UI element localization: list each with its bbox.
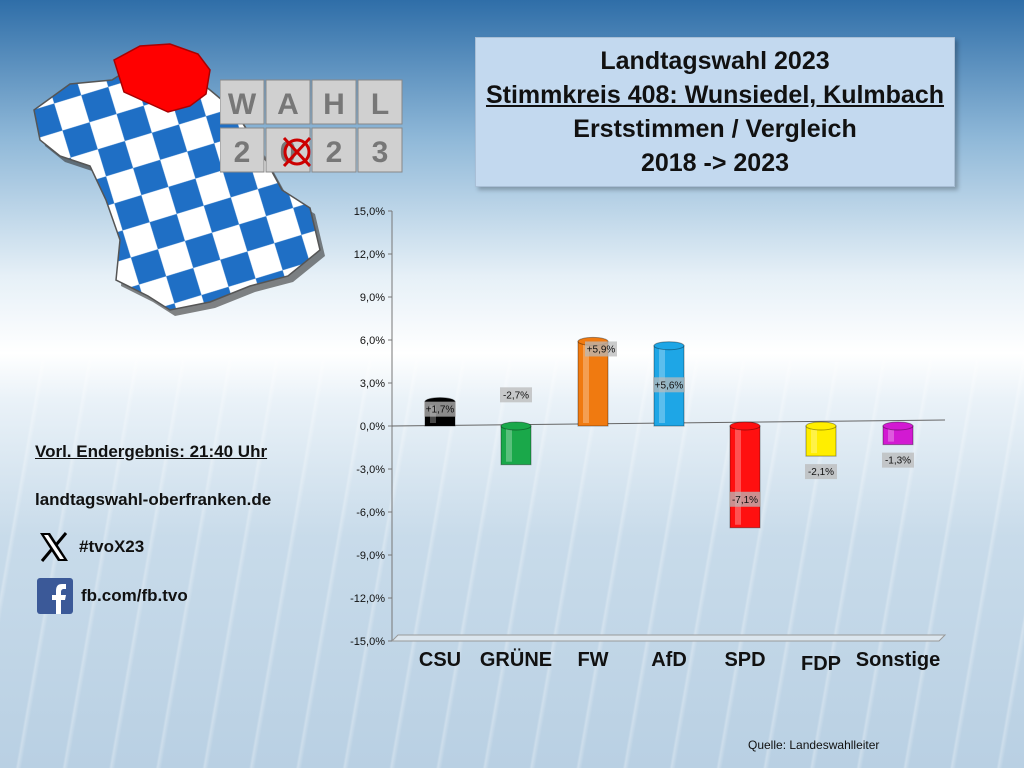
data-label-SPD: -7,1% [729, 491, 761, 507]
category-label: FDP [801, 653, 841, 675]
title-box: Landtagswahl 2023 Stimmkreis 408: Wunsie… [475, 37, 955, 187]
bar-cap [882, 421, 914, 431]
y-tick-label: 15,0% [354, 206, 385, 218]
logo-letter: H [323, 88, 345, 121]
bar-FDP [805, 421, 837, 457]
data-label-FW: +5,9% [585, 341, 617, 357]
bar-body [805, 425, 837, 457]
y-tick-label: -9,0% [356, 550, 385, 562]
title-line-2: Stimmkreis 408: Wunsiedel, Kulmbach [485, 81, 945, 109]
data-label-Sonstige: -1,3% [882, 452, 914, 468]
social-facebook[interactable]: fb.com/fb.tvo [37, 578, 188, 614]
bar-highlight [811, 429, 817, 454]
logo-block-3: L [357, 79, 403, 125]
bar-cap [653, 341, 685, 351]
title-line-1: Landtagswahl 2023 [600, 47, 830, 75]
data-label-text: +5,6% [655, 380, 684, 391]
bar-cap [729, 421, 761, 431]
y-tick-label: -12,0% [350, 593, 385, 605]
facebook-handle: fb.com/fb.tvo [81, 586, 188, 605]
title-line-3: Erststimmen / Vergleich [573, 115, 857, 143]
data-label-bg [424, 401, 456, 417]
category-label: Sonstige [856, 649, 940, 671]
data-label-text: -2,7% [503, 390, 529, 401]
logo-block-6: 2 [311, 127, 357, 173]
data-label-bg [653, 377, 685, 393]
data-label-text: +5,9% [587, 344, 616, 355]
x-logo-icon [40, 532, 68, 562]
logo-block-7: 3 [357, 127, 403, 173]
data-label-bg [500, 387, 532, 403]
data-label-bg [729, 491, 761, 507]
title-line-4: 2018 -> 2023 [640, 149, 790, 177]
bar-body [500, 425, 532, 466]
bavaria-map [33, 43, 325, 316]
y-tick-label: 6,0% [360, 335, 385, 347]
bar-FW [577, 336, 609, 427]
data-label-GRÜNE: -2,7% [500, 387, 532, 403]
data-label-bg [805, 464, 837, 480]
y-tick-label: 0,0% [360, 421, 385, 433]
facebook-icon [37, 578, 73, 614]
category-label: GRÜNE [480, 648, 552, 671]
result-time: Vorl. Endergebnis: 21:40 Uhr [35, 442, 268, 461]
ballot-cross-icon [282, 136, 312, 168]
oberfranken-region [113, 43, 211, 113]
data-label-FDP: -2,1% [805, 464, 837, 480]
logo-digit: 2 [326, 136, 343, 169]
bar-cap [500, 421, 532, 431]
logo-letter: W [228, 88, 257, 121]
logo-block-2: H [311, 79, 357, 125]
data-label-CSU: +1,7% [424, 401, 456, 417]
logo-digit: 2 [234, 136, 251, 169]
logo-block-0: W [220, 79, 265, 125]
data-label-text: -2,1% [808, 467, 834, 478]
bar-Sonstige [882, 421, 914, 446]
category-label: FW [577, 649, 608, 671]
bar-highlight [583, 344, 589, 423]
category-label: SPD [724, 649, 765, 671]
bar-highlight [888, 429, 894, 442]
bar-SPD [729, 421, 761, 529]
floor-plane [390, 634, 947, 642]
y-tick-label: -6,0% [356, 507, 385, 519]
bar-body [729, 425, 761, 529]
y-tick-label: 3,0% [360, 378, 385, 390]
data-label-text: -1,3% [885, 456, 911, 467]
website-link[interactable]: landtagswahl-oberfranken.de [35, 490, 272, 509]
bar-cap [805, 421, 837, 431]
logo-block-5: 0 [265, 127, 311, 173]
y-tick-label: 12,0% [354, 249, 385, 261]
logo-letter: L [371, 88, 389, 121]
y-tick-label: 9,0% [360, 292, 385, 304]
logo-letter: A [277, 88, 299, 121]
data-label-AfD: +5,6% [653, 377, 685, 393]
bar-GRÜNE [500, 421, 532, 466]
source-note: Quelle: Landeswahlleiter [748, 738, 880, 752]
data-label-text: +1,7% [426, 405, 455, 416]
category-label: CSU [419, 649, 461, 671]
x-handle: #tvoX23 [79, 537, 145, 556]
y-tick-label: -3,0% [356, 464, 385, 476]
data-label-text: -7,1% [732, 495, 758, 506]
bar-highlight [506, 429, 512, 462]
social-x[interactable]: #tvoX23 [37, 530, 144, 564]
logo-digit: 0 [280, 136, 297, 169]
data-label-bg [882, 452, 914, 468]
logo-block-4: 2 [220, 127, 265, 173]
logo-digit: 3 [372, 136, 389, 169]
y-tick-label: -15,0% [350, 636, 385, 648]
logo-block-1: A [265, 79, 311, 125]
bar-highlight [735, 429, 741, 525]
category-label: AfD [651, 649, 687, 671]
data-label-bg [585, 341, 617, 357]
